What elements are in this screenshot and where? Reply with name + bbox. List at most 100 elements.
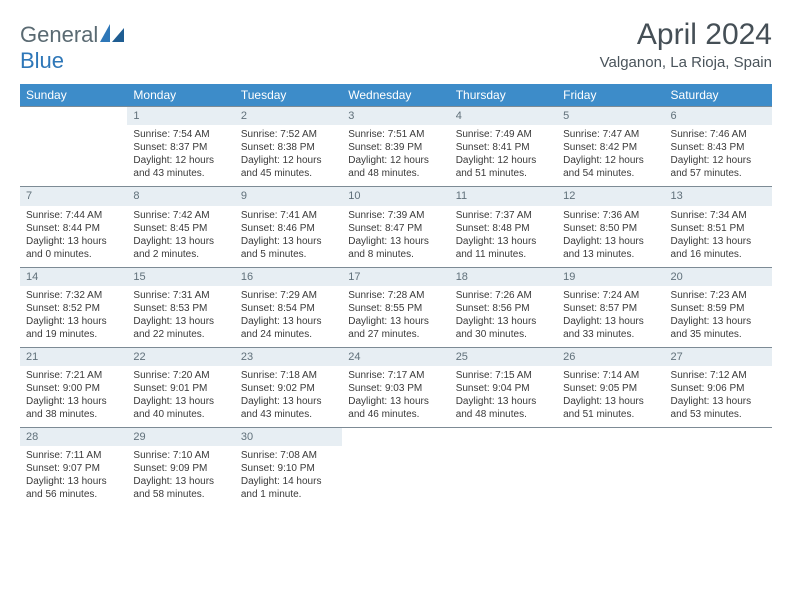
sunrise-text: Sunrise: 7:51 AM	[348, 128, 443, 141]
daylight-text: Daylight: 13 hours	[456, 395, 551, 408]
daylight-text: and 56 minutes.	[26, 488, 121, 501]
daylight-text: Daylight: 12 hours	[348, 154, 443, 167]
day-number: 26	[557, 347, 664, 366]
day-number: 1	[127, 107, 234, 126]
sunset-text: Sunset: 8:52 PM	[26, 302, 121, 315]
daylight-text: Daylight: 13 hours	[563, 395, 658, 408]
sunset-text: Sunset: 9:03 PM	[348, 382, 443, 395]
day-number: 13	[665, 187, 772, 206]
day-cell: Sunrise: 7:12 AMSunset: 9:06 PMDaylight:…	[665, 366, 772, 428]
sunset-text: Sunset: 8:59 PM	[671, 302, 766, 315]
daylight-text: and 1 minute.	[241, 488, 336, 501]
sunset-text: Sunset: 9:05 PM	[563, 382, 658, 395]
day-cell: Sunrise: 7:32 AMSunset: 8:52 PMDaylight:…	[20, 286, 127, 348]
daylight-text: Daylight: 13 hours	[456, 235, 551, 248]
day-header: Saturday	[665, 84, 772, 107]
daylight-text: and 2 minutes.	[133, 248, 228, 261]
daylight-text: and 38 minutes.	[26, 408, 121, 421]
day-cell	[342, 446, 449, 507]
daylight-text: and 11 minutes.	[456, 248, 551, 261]
daylight-text: and 24 minutes.	[241, 328, 336, 341]
day-number: 6	[665, 107, 772, 126]
day-cell: Sunrise: 7:44 AMSunset: 8:44 PMDaylight:…	[20, 206, 127, 268]
daylight-text: Daylight: 13 hours	[671, 395, 766, 408]
daylight-text: Daylight: 13 hours	[348, 395, 443, 408]
day-number: 16	[235, 267, 342, 286]
sunrise-text: Sunrise: 7:10 AM	[133, 449, 228, 462]
daylight-text: Daylight: 13 hours	[26, 395, 121, 408]
day-number: 19	[557, 267, 664, 286]
daylight-text: and 30 minutes.	[456, 328, 551, 341]
day-cell: Sunrise: 7:24 AMSunset: 8:57 PMDaylight:…	[557, 286, 664, 348]
content-row: Sunrise: 7:44 AMSunset: 8:44 PM Daylight:…	[20, 206, 772, 268]
day-cell: Sunrise: 7:21 AMSunset: 9:00 PMDaylight:…	[20, 366, 127, 428]
day-cell: Sunrise: 7:42 AMSunset: 8:45 PMDaylight:…	[127, 206, 234, 268]
brand-text: GeneralBlue	[20, 22, 124, 74]
sunrise-text: Sunrise: 7:47 AM	[563, 128, 658, 141]
day-number: 24	[342, 347, 449, 366]
sunset-text: Sunset: 8:44 PM	[26, 222, 121, 235]
daylight-text: and 46 minutes.	[348, 408, 443, 421]
day-number: 18	[450, 267, 557, 286]
sunset-text: Sunset: 9:00 PM	[26, 382, 121, 395]
daylight-text: and 22 minutes.	[133, 328, 228, 341]
sunset-text: Sunset: 8:39 PM	[348, 141, 443, 154]
day-number	[665, 428, 772, 447]
day-number: 23	[235, 347, 342, 366]
sunrise-text: Sunrise: 7:24 AM	[563, 289, 658, 302]
page-title: April 2024	[600, 18, 772, 52]
location-label: Valganon, La Rioja, Spain	[600, 54, 772, 71]
sunrise-text: Sunrise: 7:42 AM	[133, 209, 228, 222]
daylight-text: and 48 minutes.	[456, 408, 551, 421]
day-cell: Sunrise: 7:08 AMSunset: 9:10 PMDaylight:…	[235, 446, 342, 507]
sunset-text: Sunset: 8:46 PM	[241, 222, 336, 235]
day-number: 12	[557, 187, 664, 206]
daylight-text: and 57 minutes.	[671, 167, 766, 180]
sunset-text: Sunset: 8:50 PM	[563, 222, 658, 235]
day-cell: Sunrise: 7:37 AMSunset: 8:48 PMDaylight:…	[450, 206, 557, 268]
day-number: 30	[235, 428, 342, 447]
daylight-text: Daylight: 12 hours	[671, 154, 766, 167]
content-row: Sunrise: 7:21 AMSunset: 9:00 PMDaylight:…	[20, 366, 772, 428]
day-number: 17	[342, 267, 449, 286]
day-cell: Sunrise: 7:36 AMSunset: 8:50 PMDaylight:…	[557, 206, 664, 268]
sunset-text: Sunset: 8:51 PM	[671, 222, 766, 235]
header: GeneralBlue April 2024 Valganon, La Rioj…	[20, 18, 772, 74]
daylight-text: and 54 minutes.	[563, 167, 658, 180]
day-header: Tuesday	[235, 84, 342, 107]
sunrise-text: Sunrise: 7:28 AM	[348, 289, 443, 302]
day-cell: Sunrise: 7:26 AMSunset: 8:56 PMDaylight:…	[450, 286, 557, 348]
day-cell	[450, 446, 557, 507]
sunset-text: Sunset: 8:48 PM	[456, 222, 551, 235]
day-cell: Sunrise: 7:41 AMSunset: 8:46 PMDaylight:…	[235, 206, 342, 268]
calendar-page: GeneralBlue April 2024 Valganon, La Rioj…	[0, 0, 792, 525]
daynum-row: 123456	[20, 107, 772, 126]
daylight-text: Daylight: 13 hours	[456, 315, 551, 328]
day-cell: Sunrise: 7:23 AMSunset: 8:59 PMDaylight:…	[665, 286, 772, 348]
sunset-text: Sunset: 9:07 PM	[26, 462, 121, 475]
day-number: 3	[342, 107, 449, 126]
daylight-text: Daylight: 12 hours	[456, 154, 551, 167]
sunrise-text: Sunrise: 7:41 AM	[241, 209, 336, 222]
sunrise-text: Sunrise: 7:32 AM	[26, 289, 121, 302]
daylight-text: and 48 minutes.	[348, 167, 443, 180]
sunset-text: Sunset: 8:53 PM	[133, 302, 228, 315]
day-number: 7	[20, 187, 127, 206]
sail-icon	[100, 22, 124, 48]
daylight-text: Daylight: 13 hours	[133, 395, 228, 408]
day-cell: Sunrise: 7:31 AMSunset: 8:53 PMDaylight:…	[127, 286, 234, 348]
day-cell: Sunrise: 7:11 AMSunset: 9:07 PMDaylight:…	[20, 446, 127, 507]
brand-logo: GeneralBlue	[20, 22, 124, 74]
daylight-text: Daylight: 12 hours	[563, 154, 658, 167]
content-row: Sunrise: 7:54 AMSunset: 8:37 PMDaylight:…	[20, 125, 772, 187]
daylight-text: Daylight: 12 hours	[241, 154, 336, 167]
sunset-text: Sunset: 8:37 PM	[133, 141, 228, 154]
daylight-text: Daylight: 13 hours	[133, 235, 228, 248]
daylight-text: Daylight: 14 hours	[241, 475, 336, 488]
sunrise-text: Sunrise: 7:44 AM	[26, 209, 121, 222]
day-cell: Sunrise: 7:18 AMSunset: 9:02 PMDaylight:…	[235, 366, 342, 428]
day-number: 11	[450, 187, 557, 206]
sunset-text: Sunset: 8:41 PM	[456, 141, 551, 154]
daylight-text: Daylight: 13 hours	[348, 315, 443, 328]
content-row: Sunrise: 7:11 AMSunset: 9:07 PMDaylight:…	[20, 446, 772, 507]
